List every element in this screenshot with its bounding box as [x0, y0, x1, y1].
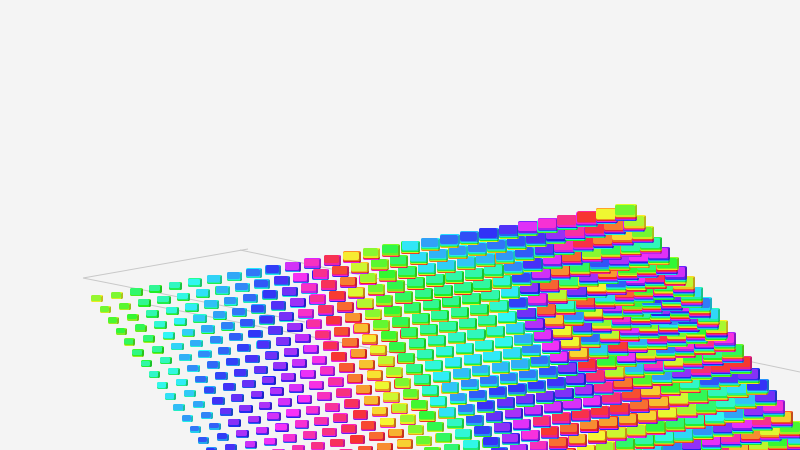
gridline-floor-near-2 [239, 249, 626, 331]
gridline-floor-near-1 [149, 304, 431, 361]
gridline-floor-right-2 [599, 329, 800, 373]
gridline-floor-right-1 [603, 409, 800, 449]
gridline-floor-left-edge [82, 277, 306, 323]
gridline-floor-far-depth [599, 299, 661, 449]
gridline-floor-left-edge-2 [82, 248, 249, 279]
